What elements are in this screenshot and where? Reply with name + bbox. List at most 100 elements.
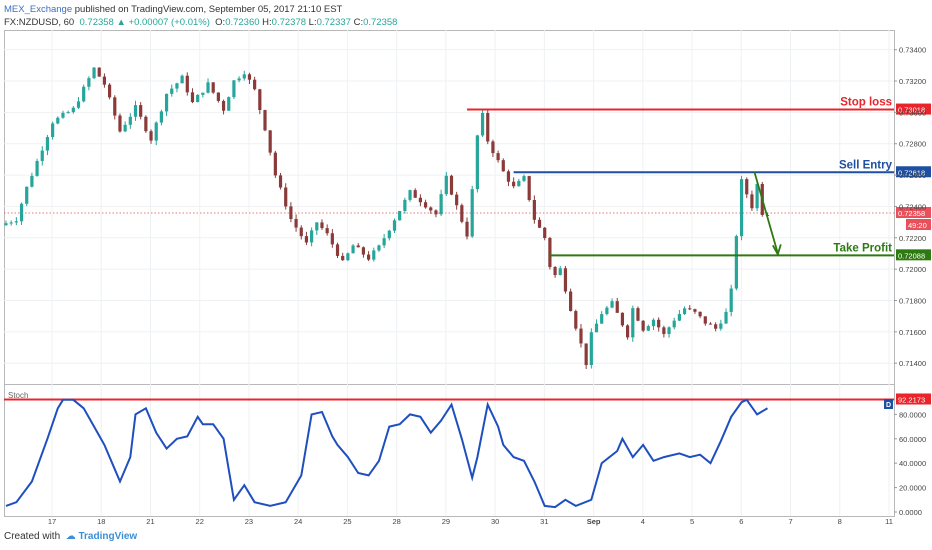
candle-body[interactable]	[755, 183, 759, 209]
candle-body[interactable]	[682, 308, 687, 315]
candle-body[interactable]	[284, 187, 288, 207]
candle-body[interactable]	[491, 141, 495, 154]
candle-body[interactable]	[398, 211, 402, 221]
candle-body[interactable]	[729, 288, 733, 312]
candle-body[interactable]	[14, 221, 18, 223]
candle-body[interactable]	[403, 199, 407, 212]
candle-body[interactable]	[548, 237, 552, 268]
candle-body[interactable]	[506, 171, 511, 182]
candle-body[interactable]	[164, 93, 169, 112]
candle-body[interactable]	[688, 308, 692, 310]
candle-body[interactable]	[97, 67, 101, 77]
candle-body[interactable]	[418, 197, 422, 203]
candle-body[interactable]	[574, 311, 578, 329]
candle-body[interactable]	[346, 253, 350, 261]
candle-body[interactable]	[584, 343, 588, 366]
candle-body[interactable]	[51, 123, 55, 138]
candle-body[interactable]	[242, 74, 246, 79]
candle-body[interactable]	[128, 116, 132, 125]
candle-body[interactable]	[641, 320, 645, 331]
candle-body[interactable]	[118, 115, 122, 132]
candle-body[interactable]	[455, 194, 459, 206]
candle-body[interactable]	[335, 244, 340, 256]
candle-body[interactable]	[501, 160, 505, 172]
candle-body[interactable]	[211, 82, 215, 93]
candle-body[interactable]	[413, 190, 417, 198]
candle-body[interactable]	[71, 107, 75, 113]
candle-body[interactable]	[87, 78, 91, 87]
candle-body[interactable]	[185, 75, 189, 93]
candle-body[interactable]	[92, 67, 96, 79]
candle-body[interactable]	[82, 86, 86, 102]
candle-body[interactable]	[227, 97, 231, 111]
candle-body[interactable]	[449, 175, 454, 195]
candle-body[interactable]	[144, 116, 148, 132]
candle-body[interactable]	[325, 228, 329, 234]
candle-body[interactable]	[35, 160, 39, 176]
candle-body[interactable]	[392, 220, 397, 231]
candle-body[interactable]	[537, 219, 542, 228]
candle-body[interactable]	[102, 76, 107, 85]
candle-body[interactable]	[444, 175, 448, 195]
candle-body[interactable]	[543, 227, 547, 238]
candle-body[interactable]	[45, 137, 50, 151]
candle-body[interactable]	[320, 222, 324, 229]
candle-body[interactable]	[9, 222, 13, 224]
candle-body[interactable]	[253, 79, 257, 90]
candle-body[interactable]	[527, 176, 531, 201]
candle-body[interactable]	[429, 207, 433, 211]
candle-body[interactable]	[351, 245, 355, 254]
candle-body[interactable]	[221, 100, 226, 111]
candle-body[interactable]	[563, 268, 568, 292]
candle-body[interactable]	[496, 153, 500, 161]
candle-body[interactable]	[708, 323, 713, 325]
publisher-link[interactable]: MEX_Exchange	[4, 4, 73, 15]
candle-body[interactable]	[434, 210, 438, 215]
candle-body[interactable]	[739, 179, 744, 237]
candle-body[interactable]	[423, 202, 428, 208]
candle-body[interactable]	[361, 247, 366, 255]
price-candles[interactable]	[4, 67, 770, 369]
candle-body[interactable]	[408, 190, 412, 200]
candle-body[interactable]	[299, 227, 303, 237]
candle-body[interactable]	[372, 250, 376, 260]
tradingview-brand[interactable]: TradingView	[78, 531, 138, 542]
candle-body[interactable]	[4, 223, 8, 226]
candle-body[interactable]	[512, 181, 516, 187]
candle-body[interactable]	[620, 312, 625, 326]
candle-body[interactable]	[310, 230, 314, 243]
candle-body[interactable]	[367, 254, 371, 260]
candle-body[interactable]	[605, 307, 609, 315]
stoch-line[interactable]	[5, 398, 769, 509]
candle-body[interactable]	[113, 97, 117, 116]
candle-body[interactable]	[460, 205, 464, 222]
candle-body[interactable]	[636, 308, 640, 321]
candle-body[interactable]	[703, 316, 707, 324]
candle-body[interactable]	[356, 245, 360, 248]
candle-body[interactable]	[170, 88, 174, 94]
candle-body[interactable]	[263, 110, 267, 131]
candle-body[interactable]	[465, 221, 469, 237]
candle-body[interactable]	[315, 222, 319, 231]
candle-body[interactable]	[76, 101, 81, 108]
candle-body[interactable]	[693, 309, 697, 312]
candle-body[interactable]	[40, 150, 44, 161]
candle-body[interactable]	[159, 111, 163, 123]
candle-body[interactable]	[154, 122, 158, 141]
candle-body[interactable]	[232, 80, 236, 98]
candle-body[interactable]	[517, 180, 521, 187]
candle-body[interactable]	[724, 311, 728, 324]
candle-body[interactable]	[382, 238, 386, 246]
candle-body[interactable]	[289, 206, 293, 219]
candle-body[interactable]	[698, 311, 702, 317]
candle-body[interactable]	[216, 92, 220, 101]
candle-body[interactable]	[268, 130, 272, 153]
candle-body[interactable]	[672, 320, 676, 328]
candle-body[interactable]	[569, 291, 573, 312]
candle-body[interactable]	[589, 332, 593, 366]
candle-body[interactable]	[278, 175, 283, 188]
candle-body[interactable]	[273, 152, 277, 176]
candle-body[interactable]	[237, 78, 241, 81]
stoch-pane[interactable]: Stoch 92.2173 D	[4, 391, 931, 509]
